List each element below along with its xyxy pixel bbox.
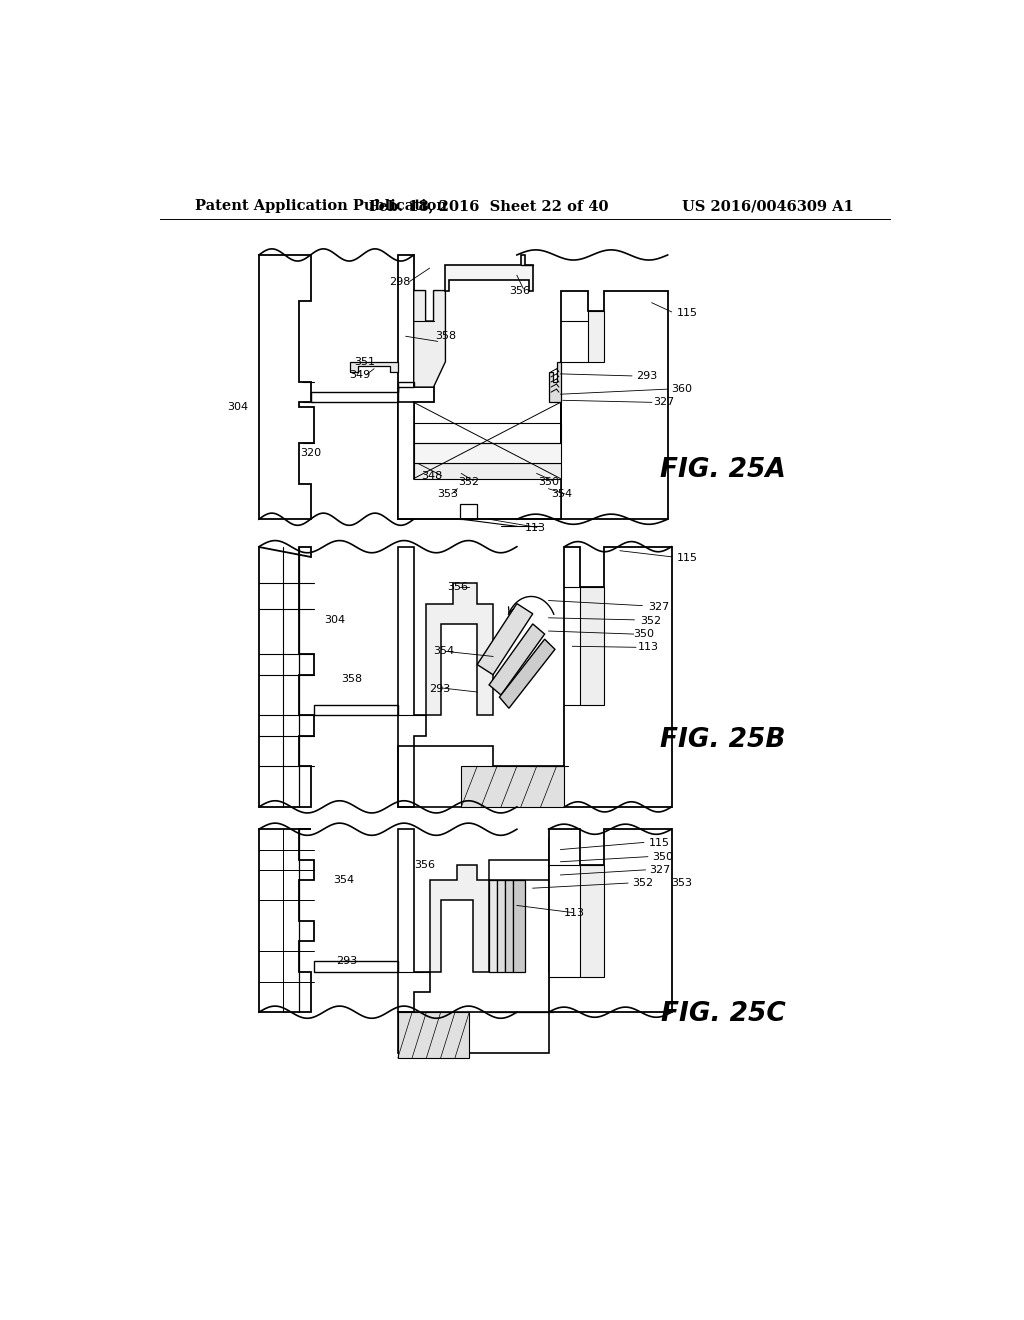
Text: 113: 113	[638, 643, 659, 652]
Text: 293: 293	[337, 957, 357, 966]
Text: Feb. 18, 2016  Sheet 22 of 40: Feb. 18, 2016 Sheet 22 of 40	[370, 199, 609, 213]
Text: 352: 352	[459, 477, 480, 487]
Text: 358: 358	[341, 673, 362, 684]
Polygon shape	[414, 290, 445, 387]
Polygon shape	[549, 829, 672, 1012]
Text: 354: 354	[551, 488, 571, 499]
Polygon shape	[500, 639, 555, 709]
Polygon shape	[588, 312, 604, 362]
Polygon shape	[259, 829, 314, 1012]
Polygon shape	[513, 880, 524, 972]
Text: 352: 352	[632, 878, 653, 888]
Text: 115: 115	[677, 308, 698, 318]
Text: 304: 304	[227, 403, 249, 412]
Polygon shape	[489, 880, 497, 972]
Polygon shape	[497, 880, 505, 972]
Text: 358: 358	[435, 331, 456, 342]
Text: 353: 353	[672, 878, 692, 888]
Polygon shape	[549, 840, 560, 972]
Polygon shape	[549, 362, 560, 403]
Text: US 2016/0046309 A1: US 2016/0046309 A1	[682, 199, 854, 213]
Text: 350: 350	[633, 630, 653, 639]
Polygon shape	[560, 290, 668, 519]
Text: 348: 348	[421, 470, 442, 480]
Text: FIG. 25C: FIG. 25C	[660, 1001, 785, 1027]
Text: 350: 350	[538, 477, 559, 487]
Text: 350: 350	[652, 851, 673, 862]
Text: Patent Application Publication: Patent Application Publication	[196, 199, 447, 213]
Polygon shape	[461, 766, 564, 807]
Polygon shape	[397, 546, 426, 807]
Text: 327: 327	[648, 602, 669, 611]
Text: 351: 351	[354, 356, 375, 367]
Polygon shape	[445, 255, 532, 290]
Text: 113: 113	[564, 908, 586, 917]
Text: 304: 304	[324, 615, 345, 624]
Polygon shape	[426, 583, 494, 715]
Text: 356: 356	[415, 859, 435, 870]
Polygon shape	[259, 546, 314, 807]
Text: 293: 293	[429, 684, 451, 694]
Polygon shape	[581, 587, 604, 705]
Text: 352: 352	[641, 616, 662, 626]
Text: 298: 298	[389, 277, 410, 288]
Text: 356: 356	[510, 285, 530, 296]
Text: 320: 320	[300, 449, 322, 458]
Polygon shape	[397, 1012, 469, 1057]
Polygon shape	[581, 865, 604, 977]
Polygon shape	[397, 829, 430, 1012]
Text: 354: 354	[433, 647, 455, 656]
Text: 354: 354	[333, 875, 354, 884]
Text: 353: 353	[437, 488, 459, 499]
Polygon shape	[477, 603, 532, 675]
Text: 349: 349	[349, 370, 371, 380]
Polygon shape	[397, 255, 433, 519]
Text: FIG. 25B: FIG. 25B	[660, 727, 786, 752]
Text: 293: 293	[636, 371, 657, 381]
Polygon shape	[414, 444, 560, 463]
Text: 115: 115	[648, 838, 670, 849]
Text: FIG. 25A: FIG. 25A	[660, 458, 786, 483]
Polygon shape	[489, 624, 545, 696]
Polygon shape	[430, 865, 489, 972]
Text: 360: 360	[672, 384, 692, 395]
Polygon shape	[397, 403, 560, 519]
Text: 113: 113	[524, 523, 546, 533]
Polygon shape	[564, 546, 672, 807]
Polygon shape	[414, 463, 560, 479]
Text: 356: 356	[446, 582, 468, 593]
Polygon shape	[350, 362, 397, 372]
Polygon shape	[505, 880, 513, 972]
Text: 327: 327	[649, 865, 671, 875]
Text: 327: 327	[653, 397, 675, 408]
Polygon shape	[259, 255, 314, 519]
Text: 115: 115	[677, 553, 698, 562]
